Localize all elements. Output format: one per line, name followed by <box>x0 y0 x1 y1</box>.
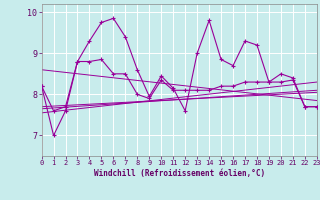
X-axis label: Windchill (Refroidissement éolien,°C): Windchill (Refroidissement éolien,°C) <box>94 169 265 178</box>
